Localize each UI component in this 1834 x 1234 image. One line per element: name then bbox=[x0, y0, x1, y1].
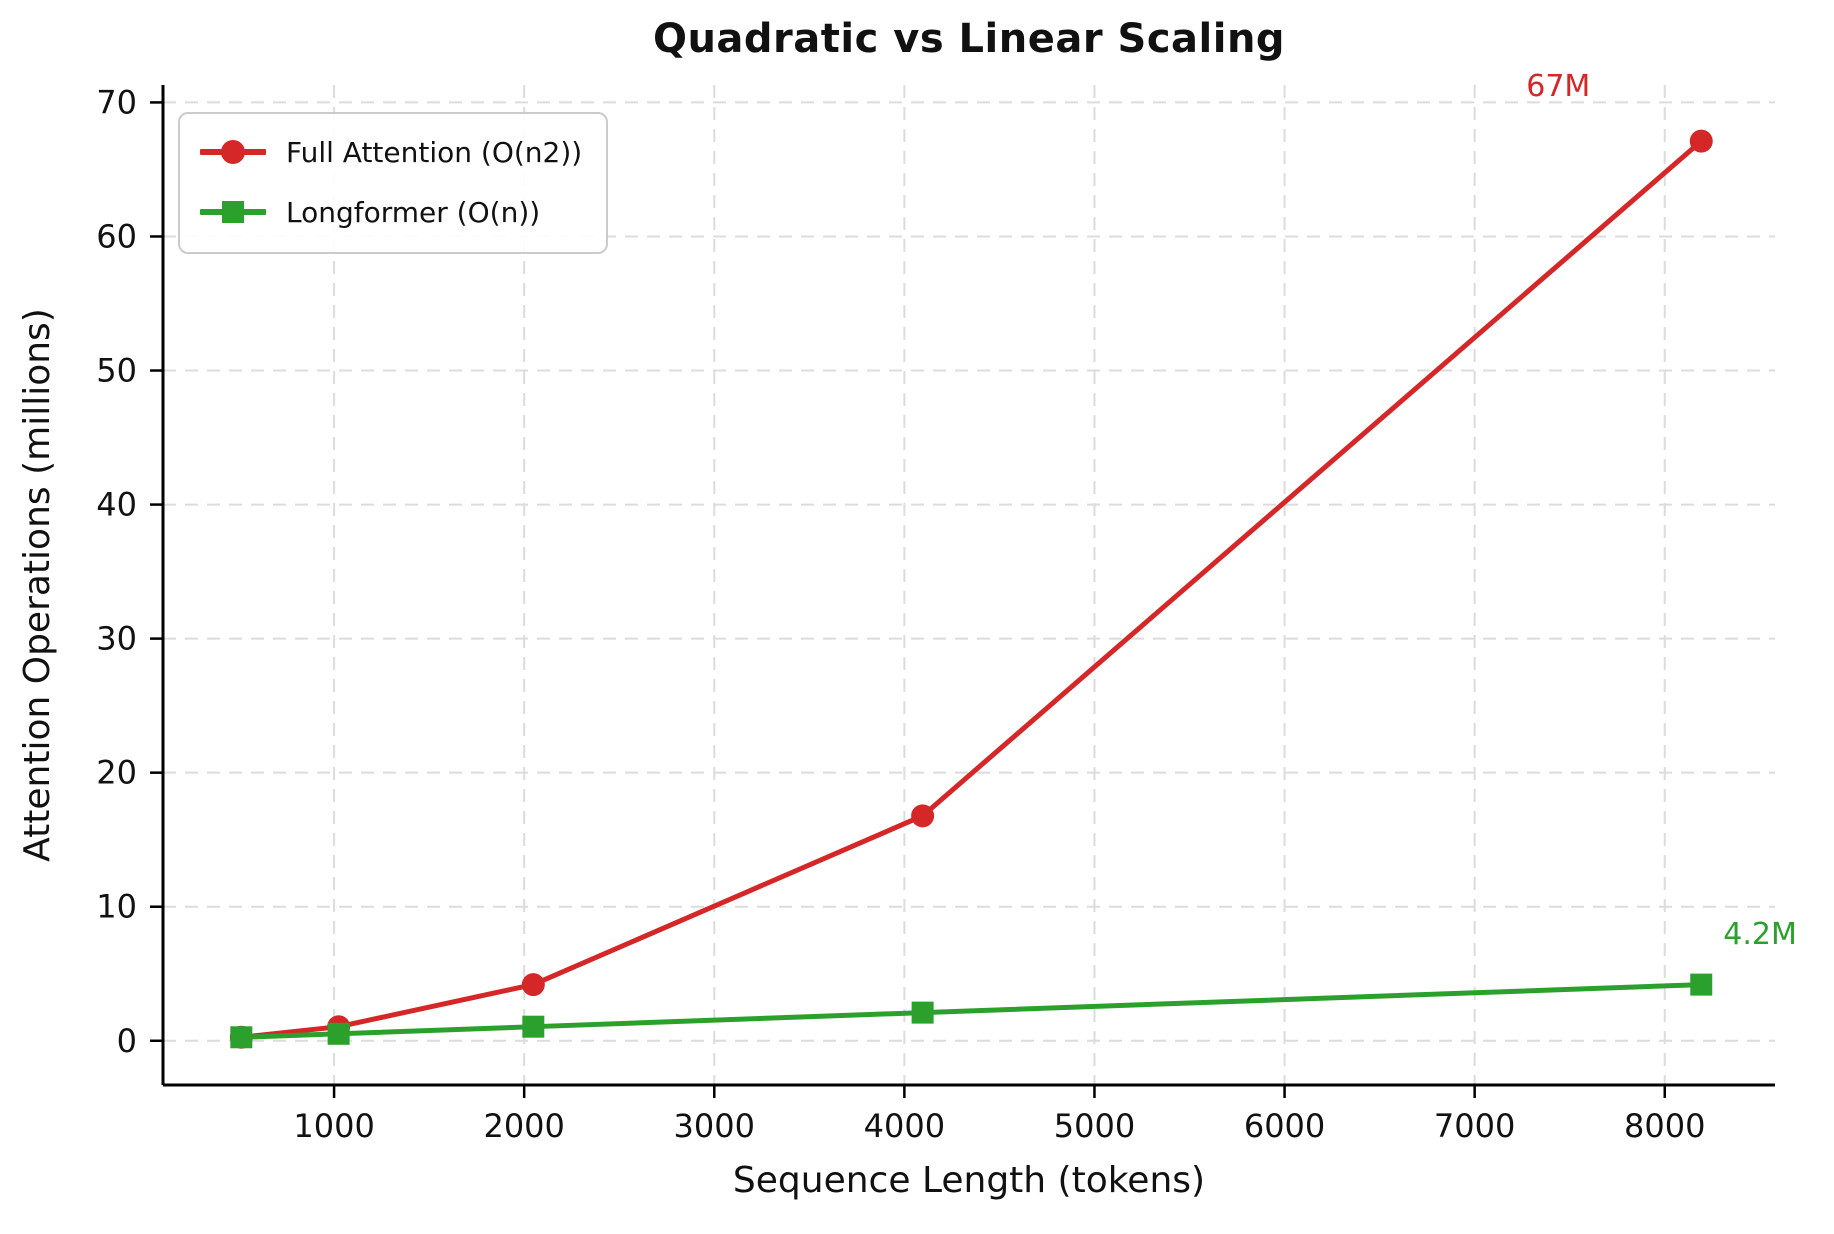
x-tick-label: 1000 bbox=[293, 1107, 374, 1145]
data-point-circle bbox=[521, 973, 545, 997]
data-point-square bbox=[911, 1001, 934, 1024]
y-tick-label: 10 bbox=[96, 888, 137, 926]
chart-title: Quadratic vs Linear Scaling bbox=[652, 16, 1286, 62]
data-point-square bbox=[327, 1022, 350, 1045]
x-tick-label: 7000 bbox=[1434, 1107, 1515, 1145]
x-tick-label: 8000 bbox=[1624, 1107, 1705, 1145]
legend-sample-red-line-circle-icon bbox=[200, 137, 266, 167]
x-tick-label: 4000 bbox=[864, 1107, 945, 1145]
x-tick-label: 3000 bbox=[674, 1107, 755, 1145]
annotation-67m: 67M bbox=[1526, 69, 1591, 105]
y-tick-label: 60 bbox=[96, 217, 137, 255]
legend-item-full-attention: Full Attention (O(n2)) bbox=[200, 126, 582, 178]
data-point-square bbox=[230, 1026, 253, 1049]
x-tick-label: 6000 bbox=[1244, 1107, 1325, 1145]
legend: Full Attention (O(n2)) Longformer (O(n)) bbox=[178, 112, 609, 254]
y-tick-label: 40 bbox=[96, 486, 137, 524]
x-tick-label: 5000 bbox=[1054, 1107, 1135, 1145]
series-line-full-attention bbox=[238, 138, 1704, 1040]
legend-sample-green-line-square-icon bbox=[200, 197, 266, 227]
y-axis-label: Attention Operations (millions) bbox=[17, 308, 58, 862]
data-point-circle bbox=[1689, 129, 1713, 153]
legend-item-longformer: Longformer (O(n)) bbox=[200, 186, 582, 238]
legend-label-longformer: Longformer (O(n)) bbox=[286, 195, 541, 229]
x-axis-label: Sequence Length (tokens) bbox=[732, 1160, 1206, 1201]
y-tick-label: 30 bbox=[96, 620, 137, 658]
data-point-square bbox=[1690, 973, 1713, 996]
legend-label-full-attention: Full Attention (O(n2)) bbox=[286, 135, 583, 169]
series-line-longformer bbox=[238, 982, 1704, 1040]
data-point-square bbox=[522, 1015, 545, 1038]
x-tick-label: 2000 bbox=[483, 1107, 564, 1145]
data-point-circle bbox=[911, 804, 935, 828]
y-tick-label: 0 bbox=[117, 1022, 137, 1060]
y-tick-label: 50 bbox=[96, 352, 137, 390]
annotation-4-2m: 4.2M bbox=[1723, 916, 1797, 952]
y-tick-label: 70 bbox=[96, 83, 137, 121]
y-tick-label: 20 bbox=[96, 754, 137, 792]
